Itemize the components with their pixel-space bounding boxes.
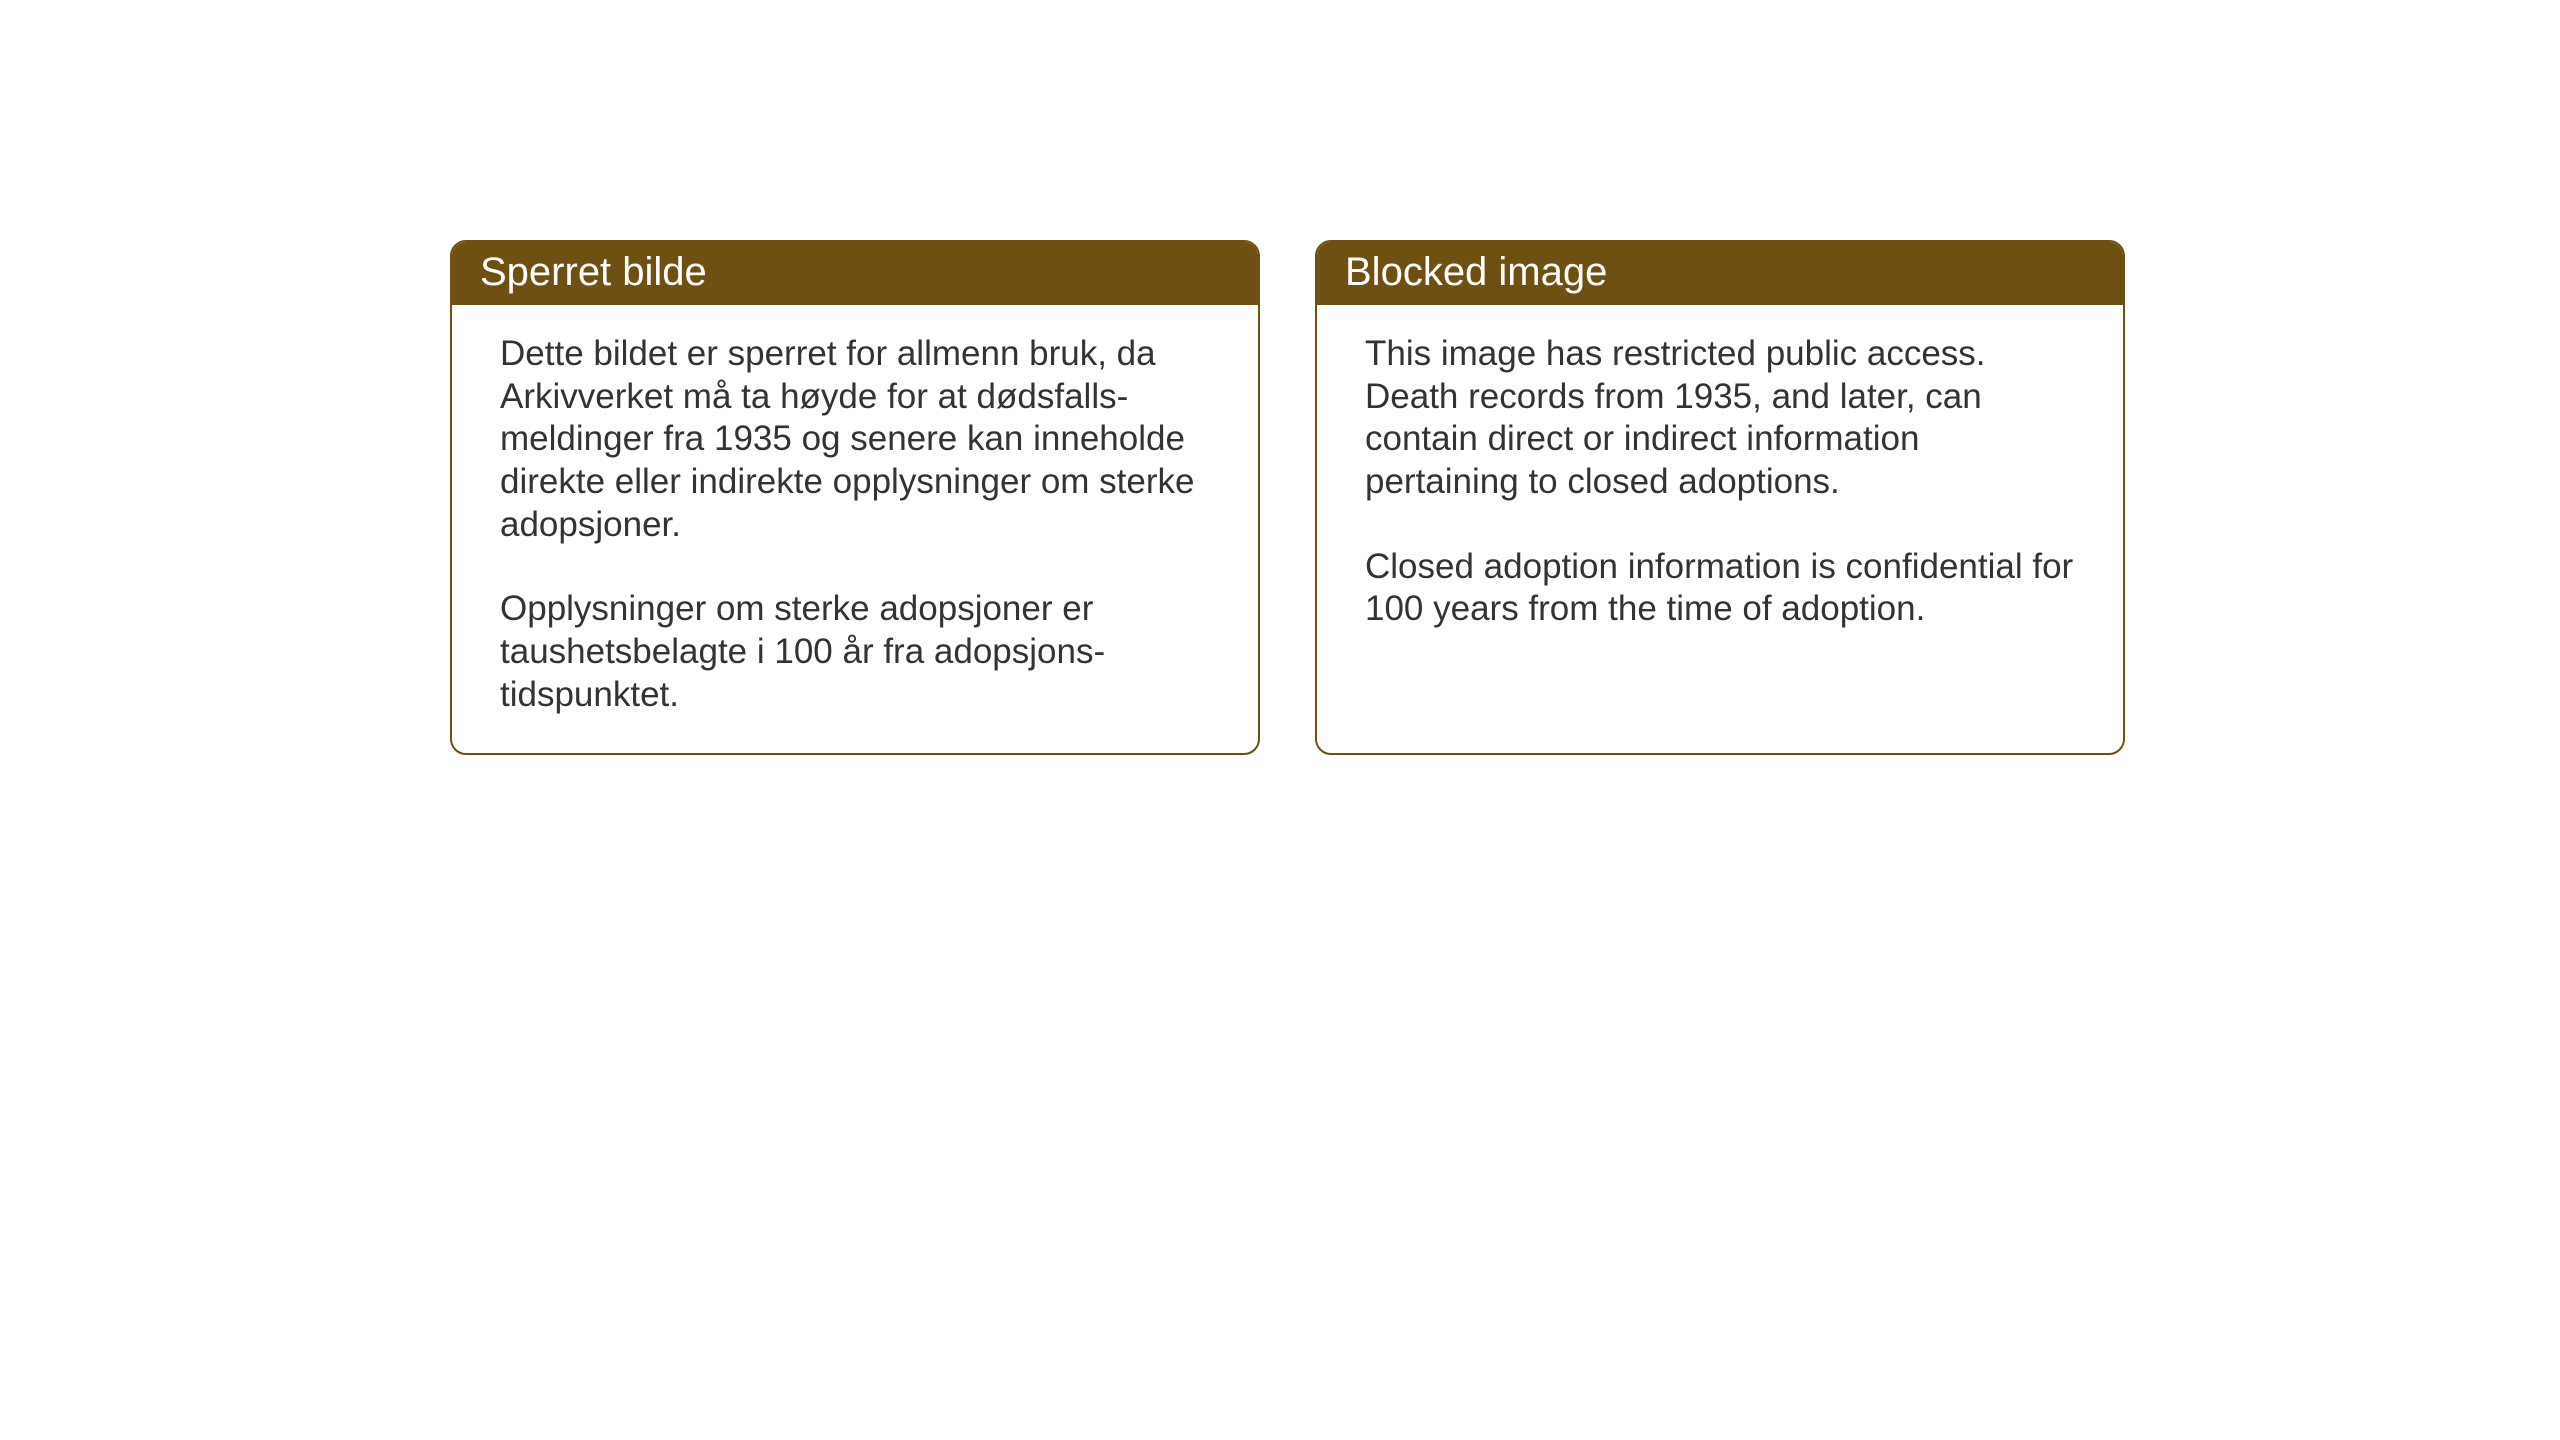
card-norwegian-title: Sperret bilde	[480, 250, 707, 294]
card-norwegian-paragraph2: Opplysninger om sterke adopsjoner er tau…	[500, 588, 1210, 716]
card-norwegian-header: Sperret bilde	[452, 242, 1258, 305]
card-english-header: Blocked image	[1317, 242, 2123, 305]
card-english: Blocked image This image has restricted …	[1315, 240, 2125, 755]
card-norwegian-body: Dette bildet er sperret for allmenn bruk…	[452, 305, 1258, 753]
card-english-paragraph1: This image has restricted public access.…	[1365, 333, 2075, 504]
card-norwegian: Sperret bilde Dette bildet er sperret fo…	[450, 240, 1260, 755]
card-english-body: This image has restricted public access.…	[1317, 305, 2123, 667]
card-english-paragraph2: Closed adoption information is confident…	[1365, 546, 2075, 631]
cards-container: Sperret bilde Dette bildet er sperret fo…	[450, 240, 2125, 755]
card-norwegian-paragraph1: Dette bildet er sperret for allmenn bruk…	[500, 333, 1210, 546]
card-english-title: Blocked image	[1345, 250, 1607, 294]
